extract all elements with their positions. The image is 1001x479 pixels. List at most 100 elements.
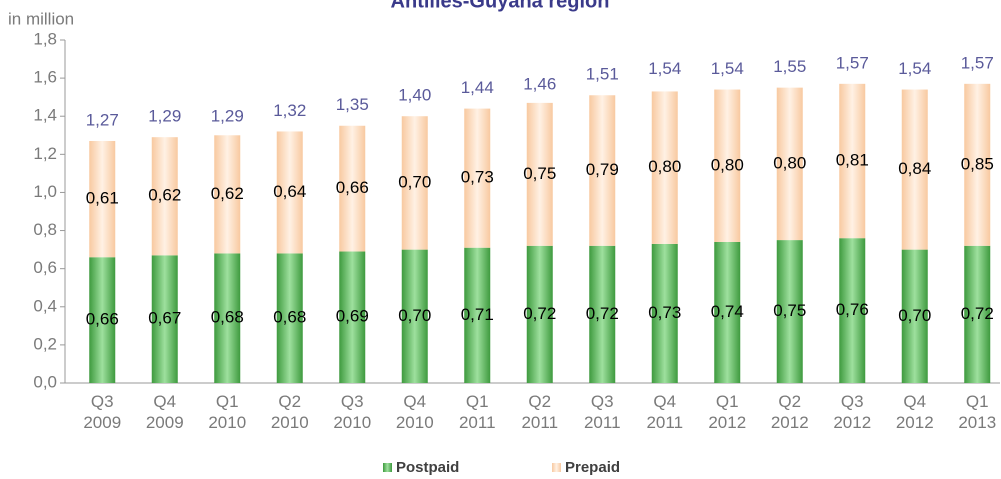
value-label: 0,66 <box>86 310 119 329</box>
y-tick-label: 1,4 <box>33 106 57 125</box>
y-tick-label: 0,2 <box>33 334 57 353</box>
x-tick-label: Q1 2010 <box>208 392 246 432</box>
bar-segment <box>776 240 803 383</box>
total-label: 1,57 <box>961 53 994 72</box>
bar-segment <box>151 255 178 383</box>
total-label: 1,54 <box>898 59 931 78</box>
value-label: 0,64 <box>273 182 306 201</box>
total-label: 1,27 <box>86 110 119 129</box>
bar-segment <box>339 125 366 252</box>
total-label: 1,29 <box>148 107 181 126</box>
value-label: 0,72 <box>961 304 994 323</box>
value-label: 0,73 <box>648 303 681 322</box>
x-tick-label: Q3 2009 <box>83 392 121 432</box>
bar-segment <box>901 89 928 250</box>
total-label: 1,54 <box>711 59 744 78</box>
x-tick-label: Q4 2011 <box>646 392 683 432</box>
x-tick-label: Q4 2009 <box>146 392 184 432</box>
bar-segment <box>589 245 616 383</box>
total-label: 1,32 <box>273 101 306 120</box>
value-label: 0,85 <box>961 154 994 173</box>
y-tick-label: 1,2 <box>33 144 57 163</box>
bar-segment <box>214 135 241 254</box>
value-label: 0,62 <box>211 184 244 203</box>
value-label: 0,75 <box>773 301 806 320</box>
value-label: 0,84 <box>898 159 931 178</box>
bar-segment <box>276 131 303 254</box>
value-label: 0,68 <box>211 308 244 327</box>
bar-segment <box>776 87 803 241</box>
bar-segment <box>526 245 553 383</box>
y-tick-label: 0,6 <box>33 258 57 277</box>
total-label: 1,40 <box>398 86 431 105</box>
bar-segment <box>964 83 991 246</box>
x-tick-label: Q1 2011 <box>459 392 496 432</box>
bar-segment <box>839 83 866 239</box>
bar-segment <box>464 247 491 383</box>
bar-segment <box>526 102 553 246</box>
chart-title: Antilles-Guyana region <box>391 0 610 12</box>
value-label: 0,71 <box>461 305 494 324</box>
x-tick-label: Q2 2010 <box>271 392 309 432</box>
legend-swatch <box>552 463 561 472</box>
value-label: 0,74 <box>711 302 744 321</box>
value-label: 0,81 <box>836 150 869 169</box>
y-tick-label: 1,8 <box>33 29 57 48</box>
x-tick-label: Q3 2012 <box>833 392 871 432</box>
total-label: 1,55 <box>773 57 806 76</box>
bar-segment <box>839 238 866 383</box>
bar-segment <box>901 249 928 383</box>
value-label: 0,75 <box>523 164 556 183</box>
x-tick-label: Q3 2010 <box>333 392 371 432</box>
value-label: 0,80 <box>711 155 744 174</box>
x-tick-label: Q4 2012 <box>896 392 934 432</box>
x-tick-label: Q1 2012 <box>708 392 746 432</box>
value-label: 0,72 <box>523 304 556 323</box>
legend-label: Postpaid <box>396 459 459 476</box>
value-label: 0,70 <box>398 172 431 191</box>
value-label: 0,73 <box>461 168 494 187</box>
bar-segment <box>89 140 116 258</box>
value-label: 0,68 <box>273 308 306 327</box>
value-label: 0,70 <box>898 306 931 325</box>
total-label: 1,51 <box>586 65 619 84</box>
total-label: 1,29 <box>211 107 244 126</box>
value-label: 0,61 <box>86 189 119 208</box>
value-label: 0,80 <box>648 157 681 176</box>
y-tick-label: 1,6 <box>33 68 57 87</box>
value-label: 0,72 <box>586 304 619 323</box>
bar-segment <box>589 95 616 246</box>
value-label: 0,76 <box>836 300 869 319</box>
y-tick-label: 0,0 <box>33 372 57 391</box>
bar-segment <box>339 251 366 383</box>
legend-label: Prepaid <box>565 459 620 476</box>
x-tick-label: Q3 2011 <box>584 392 621 432</box>
total-label: 1,35 <box>336 95 369 114</box>
bar-segment <box>214 253 241 383</box>
bar-segment <box>401 249 428 383</box>
y-tick-label: 1,0 <box>33 182 57 201</box>
bar-segment <box>714 89 741 242</box>
x-tick-label: Q1 2013 <box>958 392 996 432</box>
bar-segment <box>276 253 303 383</box>
bar-segment <box>714 241 741 383</box>
x-tick-label: Q2 2011 <box>521 392 558 432</box>
total-label: 1,57 <box>836 53 869 72</box>
bar-segment <box>464 108 491 248</box>
x-tick-label: Q2 2012 <box>771 392 809 432</box>
y-tick-label: 0,8 <box>33 220 57 239</box>
value-label: 0,62 <box>148 186 181 205</box>
value-label: 0,66 <box>336 178 369 197</box>
bar-segment <box>651 91 678 244</box>
bar-segment <box>401 116 428 250</box>
total-label: 1,46 <box>523 74 556 93</box>
bar-segment <box>89 257 116 383</box>
total-label: 1,54 <box>648 59 681 78</box>
y-tick-label: 0,4 <box>33 296 57 315</box>
value-label: 0,67 <box>148 309 181 328</box>
value-label: 0,69 <box>336 307 369 326</box>
value-label: 0,80 <box>773 153 806 172</box>
x-tick-label: Q4 2010 <box>396 392 434 432</box>
bar-segment <box>964 245 991 383</box>
legend-swatch <box>383 463 392 472</box>
